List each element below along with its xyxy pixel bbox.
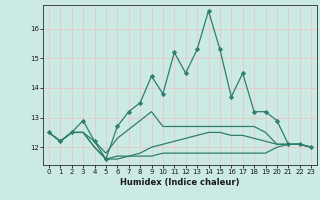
X-axis label: Humidex (Indice chaleur): Humidex (Indice chaleur) — [120, 178, 240, 187]
